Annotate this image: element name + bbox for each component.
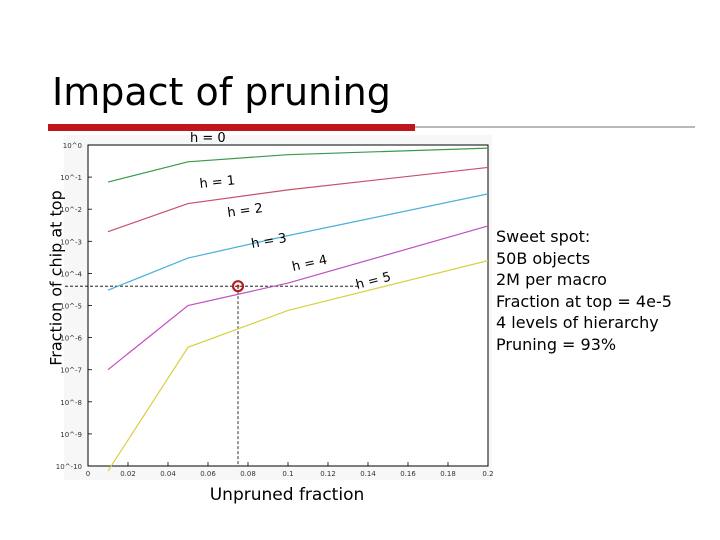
y-tick-label: 10^-9 xyxy=(60,431,82,439)
notes-line: 50B objects xyxy=(496,248,591,268)
x-tick-label: 0.12 xyxy=(320,470,336,478)
x-tick-label: 0.04 xyxy=(160,470,176,478)
series-line-h2 xyxy=(107,166,489,233)
y-tick-label: 10^0 xyxy=(63,142,82,150)
sweet-spot-marker xyxy=(231,280,245,293)
notes-heading: Sweet spot: xyxy=(496,227,591,246)
notes-panel: Sweet spot: 50B objects 2M per macro Fra… xyxy=(496,226,672,355)
sweet-spot-marker-center xyxy=(236,284,240,288)
x-tick-label: 0 xyxy=(86,470,90,478)
series-line-h5 xyxy=(107,260,489,472)
series-label-h0: h = 0 xyxy=(190,131,226,146)
series-label-h4: h = 4 xyxy=(291,253,329,275)
notes-line: Fraction at top = 4e-5 xyxy=(496,291,672,311)
y-axis-title: Fraction of chip at top xyxy=(46,190,66,366)
notes-line: Pruning = 93% xyxy=(496,334,617,354)
y-tick-label: 10^-6 xyxy=(60,335,82,343)
series-label-h1: h = 1 xyxy=(199,173,236,192)
x-tick-label: 0.18 xyxy=(440,470,456,478)
plot-area xyxy=(87,144,489,467)
series-line-h3 xyxy=(107,193,489,291)
x-tick-label: 0.2 xyxy=(482,470,493,478)
y-tick-label: 10^-8 xyxy=(60,399,82,407)
x-tick-label: 0.02 xyxy=(120,470,136,478)
title-rule xyxy=(415,126,695,128)
title-accent-bar xyxy=(48,124,415,131)
notes-line: 2M per macro xyxy=(496,270,607,289)
series-line-h4 xyxy=(107,225,489,371)
slide-title: Impact of pruning xyxy=(52,70,391,114)
y-tick-label: 10^-5 xyxy=(60,303,82,311)
x-tick-label: 0.08 xyxy=(240,470,256,478)
x-axis-title: Unpruned fraction xyxy=(209,485,365,505)
y-tick-label: 10^-1 xyxy=(60,174,82,182)
x-tick-label: 0.16 xyxy=(400,470,416,478)
x-tick-label: 0.1 xyxy=(282,470,293,478)
y-tick-label: 10^-10 xyxy=(56,463,82,471)
x-tick-label: 0.14 xyxy=(360,470,376,478)
notes-line: 4 levels of hierarchy xyxy=(496,313,659,332)
x-tick-label: 0.06 xyxy=(200,470,216,478)
y-tick-label: 10^-3 xyxy=(60,238,82,246)
series-label-h2: h = 2 xyxy=(226,201,263,221)
y-tick-label: 10^-4 xyxy=(60,270,82,278)
y-tick-label: 10^-2 xyxy=(60,206,82,214)
series-line-h1 xyxy=(107,147,489,183)
series-label-h3: h = 3 xyxy=(250,231,288,252)
y-tick-label: 10^-7 xyxy=(60,367,82,375)
